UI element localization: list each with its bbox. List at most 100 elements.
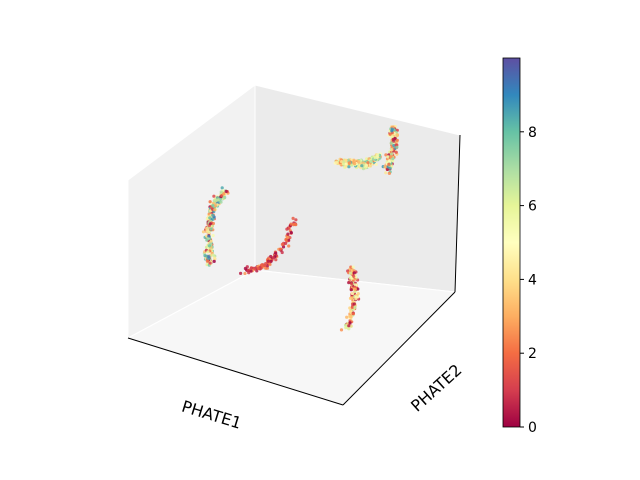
- scatter-point: [211, 213, 215, 217]
- scatter-point: [280, 250, 284, 255]
- scatter-point: [387, 162, 391, 166]
- scatter-point: [365, 157, 369, 161]
- scatter-point: [350, 163, 354, 167]
- scatter-point: [348, 306, 352, 310]
- scatter-point: [389, 141, 393, 145]
- scatter-point: [255, 269, 259, 273]
- colorbar-ticks: 0 2 4 6 8: [520, 125, 537, 436]
- scatter-point: [289, 222, 293, 226]
- colorbar-tick-label: 2: [528, 346, 537, 362]
- scatter-point: [219, 200, 223, 204]
- colorbar-tick-label: 4: [528, 272, 537, 288]
- scatter-point: [269, 254, 273, 259]
- scatter-point: [243, 271, 247, 276]
- scatter-point: [351, 265, 355, 269]
- scatter-point: [340, 160, 344, 164]
- scatter-point: [384, 153, 388, 157]
- scatter-point: [265, 264, 269, 268]
- scatter-point: [348, 321, 352, 325]
- scatter-point: [274, 258, 278, 262]
- scatter-point: [347, 281, 351, 285]
- scatter-point: [208, 200, 212, 204]
- scatter-point: [208, 222, 212, 226]
- scatter-point: [339, 328, 344, 332]
- scatter-point: [284, 238, 288, 242]
- scatter-point: [350, 296, 354, 300]
- scatter-point: [205, 217, 209, 221]
- scatter-point: [212, 256, 217, 260]
- scatter-point: [219, 190, 223, 194]
- scatter-point: [249, 266, 254, 270]
- scatter-point: [274, 251, 278, 255]
- scatter-point: [373, 156, 378, 160]
- scatter-point: [383, 165, 387, 169]
- scatter-point: [347, 165, 351, 169]
- scatter-point: [222, 192, 226, 196]
- scatter-point: [243, 266, 247, 271]
- scatter-point: [390, 148, 394, 152]
- scatter-point: [224, 189, 228, 193]
- scatter-point: [239, 271, 243, 275]
- scatter-point: [395, 145, 399, 149]
- scatter-point: [356, 287, 360, 291]
- scatter-point: [349, 315, 353, 319]
- scatter-point: [350, 282, 354, 286]
- scatter-point: [352, 274, 356, 278]
- scatter-point: [384, 171, 388, 175]
- scatter-point: [294, 218, 298, 222]
- scatter-point: [351, 312, 355, 316]
- scatter-point: [368, 164, 372, 168]
- scatter-point: [387, 171, 391, 175]
- scatter-point: [353, 162, 357, 166]
- scatter-point: [344, 158, 348, 162]
- scatter-point: [207, 234, 211, 238]
- scatter-point: [350, 291, 355, 296]
- scatter-point: [215, 198, 219, 202]
- colorbar-tick-label: 8: [528, 125, 537, 141]
- scatter-point: [361, 167, 365, 171]
- scatter-point: [357, 160, 361, 164]
- scatter-point: [366, 161, 370, 165]
- scatter-point: [213, 204, 217, 208]
- scatter-point: [286, 232, 290, 236]
- y-axis-line: [342, 291, 456, 406]
- scatter-point: [348, 161, 352, 165]
- scatter-point: [212, 199, 216, 203]
- scatter-point: [201, 230, 206, 234]
- scatter-point: [205, 227, 209, 231]
- scatter-point: [294, 223, 298, 227]
- scatter-point: [260, 263, 264, 267]
- scatter-point: [280, 242, 284, 246]
- scatter-point: [376, 153, 380, 157]
- scatter-point: [354, 297, 358, 301]
- scatter-point: [208, 261, 212, 265]
- scatter-point: [349, 324, 353, 328]
- scatter-point: [209, 239, 213, 243]
- scatter-point: [289, 231, 293, 235]
- scatter-point: [287, 244, 291, 248]
- scatter-point: [352, 302, 356, 306]
- scatter-point: [344, 164, 348, 168]
- scatter-point: [205, 229, 209, 233]
- scatter-point: [356, 292, 360, 296]
- scatter-point: [207, 244, 212, 248]
- scatter-point: [348, 271, 353, 275]
- scatter-point: [392, 143, 396, 148]
- scatter-point: [352, 287, 356, 291]
- scatter-point: [389, 155, 393, 159]
- scatter-point: [211, 253, 215, 257]
- scatter-point: [353, 290, 357, 294]
- scatter-point: [374, 162, 378, 166]
- scatter-point: [369, 160, 373, 164]
- scatter-point: [212, 194, 216, 198]
- scatter-point: [349, 288, 353, 292]
- scatter-point: [334, 160, 339, 164]
- scatter-point: [347, 324, 351, 328]
- scatter-point: [281, 245, 286, 249]
- scatter-point: [347, 327, 351, 331]
- scatter-point: [211, 204, 215, 208]
- scatter-point: [284, 241, 288, 245]
- colorbar: [502, 57, 521, 428]
